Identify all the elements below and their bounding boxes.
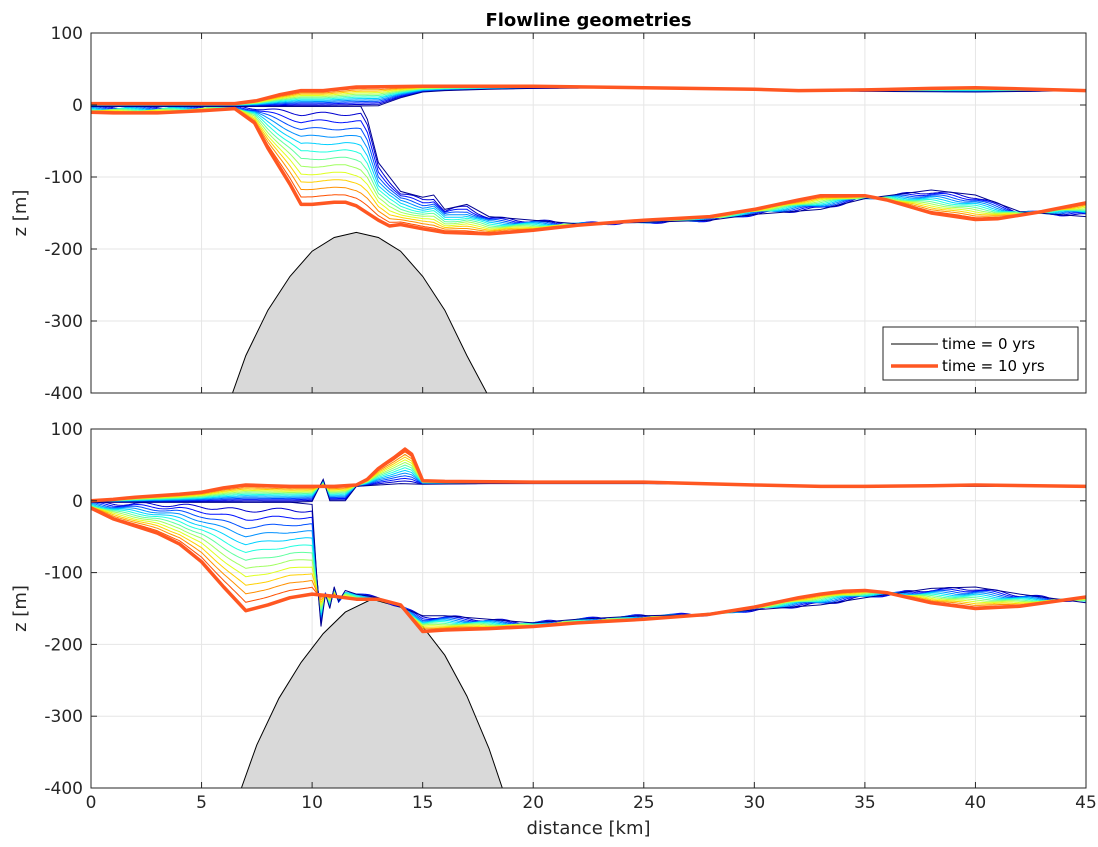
axes-box — [90, 32, 1087, 394]
x-tick-label: 25 — [633, 793, 655, 813]
y-tick-label: -200 — [44, 635, 83, 655]
legend-label-initial: time = 0 yrs — [942, 335, 1035, 353]
legend: time = 0 yrs time = 10 yrs — [882, 326, 1079, 381]
y-tick-label: -400 — [44, 779, 83, 799]
y-tick-label: -100 — [44, 168, 83, 188]
x-tick-label: 15 — [412, 793, 434, 813]
profile-base-initial — [91, 105, 1086, 225]
x-tick-label: 10 — [301, 793, 323, 813]
profile-surface-final — [91, 84, 1086, 106]
profile-surface-final — [91, 447, 1086, 503]
x-tick-label: 30 — [744, 793, 766, 813]
x-tick-label: 0 — [86, 793, 97, 813]
x-tick-label: 45 — [1075, 793, 1097, 813]
profile-base-initial — [91, 501, 1086, 627]
bedrock-bump — [231, 231, 488, 393]
axes-box — [90, 428, 1087, 789]
y-tick-label: -300 — [44, 312, 83, 332]
legend-label-final: time = 10 yrs — [942, 357, 1045, 375]
y-tick-label: 0 — [72, 96, 83, 116]
bedrock-bump — [240, 598, 503, 788]
x-tick-label: 5 — [196, 793, 207, 813]
legend-box — [882, 326, 1079, 381]
plot-content — [91, 447, 1086, 788]
chart-title: Flowline geometries — [485, 10, 691, 31]
panel-top: -400 -300 -200 -100 0 100 z [m] Flowline geomet… — [10, 10, 1087, 404]
y-tick-label: -400 — [44, 384, 83, 404]
y-axis-label: z [m] — [10, 190, 31, 237]
profile-base-final — [91, 106, 1086, 236]
profile-base-2 — [91, 501, 1086, 625]
x-axis-label: distance [km] — [527, 818, 651, 839]
y-tick-label: 0 — [72, 492, 83, 512]
y-tick-label: -300 — [44, 707, 83, 727]
x-tick-label: 20 — [522, 793, 544, 813]
y-tick-label: 100 — [51, 420, 83, 440]
x-tick-label: 35 — [854, 793, 876, 813]
y-tick-label: -100 — [44, 564, 83, 584]
profile-base-final — [91, 506, 1086, 634]
y-tick-label: -200 — [44, 240, 83, 260]
y-axis-label: z [m] — [10, 585, 31, 632]
plot-content — [91, 84, 1086, 393]
x-tick-label: 40 — [965, 793, 987, 813]
y-tick-label: 100 — [51, 24, 83, 44]
panel-bottom: -400 -300 -200 -100 0 100 0 5 10 15 20 25 30 35 40 45 z … — [10, 420, 1097, 839]
